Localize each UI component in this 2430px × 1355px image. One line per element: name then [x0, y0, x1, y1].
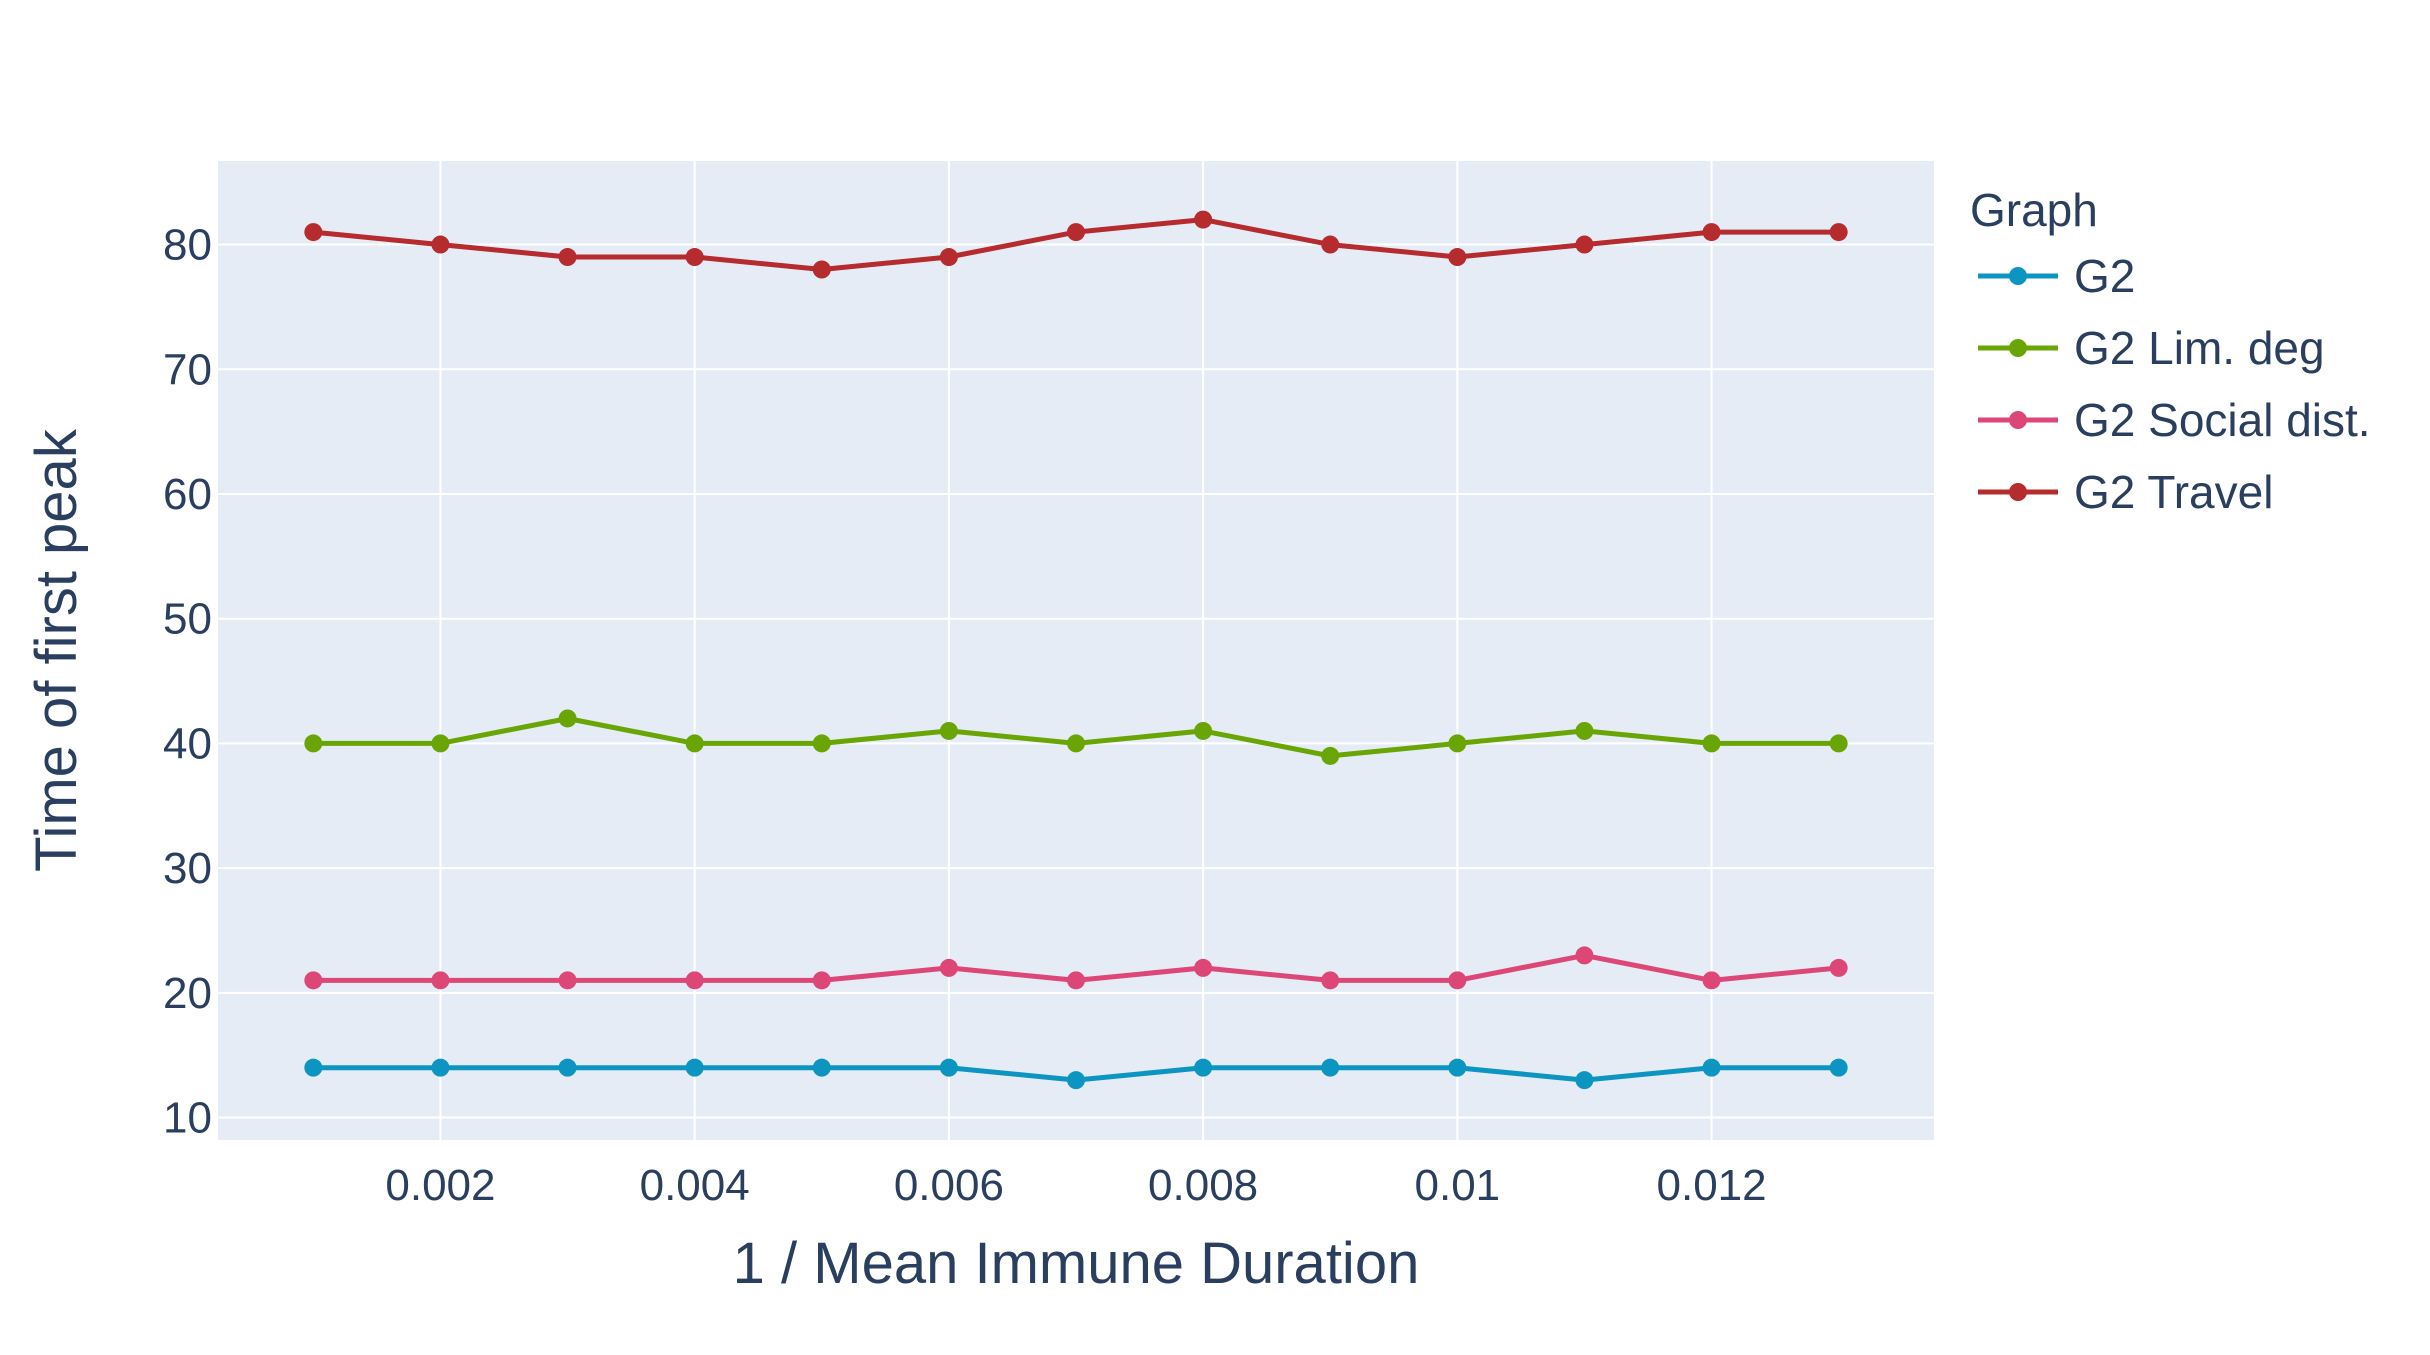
data-point[interactable] — [1575, 235, 1594, 254]
data-point[interactable] — [1575, 946, 1594, 965]
data-point[interactable] — [1194, 1058, 1213, 1077]
x-tick-label: 0.01 — [1415, 1161, 1501, 1210]
data-point[interactable] — [1067, 223, 1085, 242]
x-tick-label: 0.006 — [894, 1161, 1004, 1210]
legend-item[interactable]: G2 Travel — [1978, 466, 2273, 518]
data-point[interactable] — [1321, 746, 1340, 765]
data-point[interactable] — [1575, 721, 1594, 740]
data-point[interactable] — [1829, 734, 1848, 753]
data-point[interactable] — [431, 235, 450, 254]
data-point[interactable] — [304, 1058, 323, 1077]
legend-label: G2 Social dist. — [2074, 394, 2371, 446]
data-point[interactable] — [939, 958, 958, 977]
x-tick-label: 0.002 — [385, 1161, 495, 1210]
y-tick-label: 20 — [163, 969, 212, 1018]
data-point[interactable] — [431, 971, 450, 990]
data-point[interactable] — [304, 734, 323, 753]
legend-item[interactable]: G2 Lim. deg — [1978, 322, 2325, 374]
data-point[interactable] — [812, 1058, 831, 1077]
y-tick-label: 50 — [163, 595, 212, 644]
legend-point-marker — [2009, 483, 2027, 501]
data-point[interactable] — [1829, 1058, 1848, 1077]
x-tick-label: 0.012 — [1657, 1161, 1767, 1210]
x-axis-title: 1 / Mean Immune Duration — [733, 1231, 1420, 1296]
data-point[interactable] — [1448, 248, 1467, 267]
data-point[interactable] — [1194, 958, 1213, 977]
series-g2[interactable] — [304, 1058, 1848, 1090]
legend-title: Graph — [1970, 184, 2098, 236]
data-point[interactable] — [1194, 721, 1213, 740]
data-point[interactable] — [1702, 971, 1721, 990]
y-tick-label: 60 — [163, 470, 212, 519]
data-point[interactable] — [1448, 1058, 1467, 1077]
data-point[interactable] — [939, 248, 958, 267]
data-point[interactable] — [812, 734, 831, 753]
data-point[interactable] — [1321, 1058, 1340, 1077]
y-axis-title: Time of first peak — [24, 428, 89, 872]
legend-point-marker — [2009, 411, 2027, 429]
data-point[interactable] — [1321, 235, 1340, 254]
data-point[interactable] — [1829, 223, 1848, 242]
y-tick-label: 40 — [163, 719, 212, 768]
data-point[interactable] — [812, 971, 831, 990]
data-point[interactable] — [1448, 734, 1467, 753]
series-g2-travel[interactable] — [304, 210, 1848, 279]
x-tick-label: 0.008 — [1148, 1161, 1258, 1210]
data-point[interactable] — [685, 248, 704, 267]
data-point[interactable] — [1702, 734, 1721, 753]
series-g2-social-dist[interactable] — [304, 946, 1848, 990]
legend-point-marker — [2009, 339, 2027, 357]
data-point[interactable] — [558, 1058, 577, 1077]
data-point[interactable] — [431, 1058, 450, 1077]
data-point[interactable] — [1448, 971, 1467, 990]
data-point[interactable] — [939, 721, 958, 740]
legend-label: G2 Lim. deg — [2074, 322, 2325, 374]
data-point[interactable] — [558, 971, 577, 990]
y-tick-label: 30 — [163, 844, 212, 893]
data-point[interactable] — [812, 260, 831, 279]
x-axis-ticks: 0.002 0.004 0.006 0.008 0.01 0.012 — [385, 1161, 1766, 1210]
y-tick-label: 10 — [163, 1094, 212, 1143]
legend-label: G2 Travel — [2074, 466, 2273, 518]
y-axis-ticks: 10 20 30 40 50 60 70 80 — [163, 221, 212, 1143]
data-point[interactable] — [1067, 1071, 1085, 1090]
y-tick-label: 70 — [163, 345, 212, 394]
data-point[interactable] — [1194, 210, 1213, 229]
data-point[interactable] — [685, 971, 704, 990]
legend-label: G2 — [2074, 250, 2135, 302]
data-point[interactable] — [304, 971, 323, 990]
data-point[interactable] — [558, 248, 577, 267]
data-point[interactable] — [1067, 971, 1085, 990]
y-tick-label: 80 — [163, 221, 212, 270]
data-point[interactable] — [304, 223, 323, 242]
legend-item[interactable]: G2 Social dist. — [1978, 394, 2371, 446]
data-point[interactable] — [1321, 971, 1340, 990]
series — [304, 210, 1848, 1090]
data-point[interactable] — [1575, 1071, 1594, 1090]
data-point[interactable] — [431, 734, 450, 753]
data-point[interactable] — [1702, 1058, 1721, 1077]
legend-item[interactable]: G2 — [1978, 250, 2135, 302]
data-point[interactable] — [1702, 223, 1721, 242]
data-point[interactable] — [558, 709, 577, 728]
x-tick-label: 0.004 — [640, 1161, 750, 1210]
data-point[interactable] — [1829, 958, 1848, 977]
data-point[interactable] — [685, 734, 704, 753]
legend-point-marker — [2009, 267, 2027, 285]
data-point[interactable] — [939, 1058, 958, 1077]
series-g2-lim-deg[interactable] — [304, 709, 1848, 765]
legend[interactable]: Graph G2 G2 Lim. deg G2 Social dist. G2 Tra… — [1970, 184, 2371, 518]
data-point[interactable] — [1067, 734, 1085, 753]
data-point[interactable] — [685, 1058, 704, 1077]
